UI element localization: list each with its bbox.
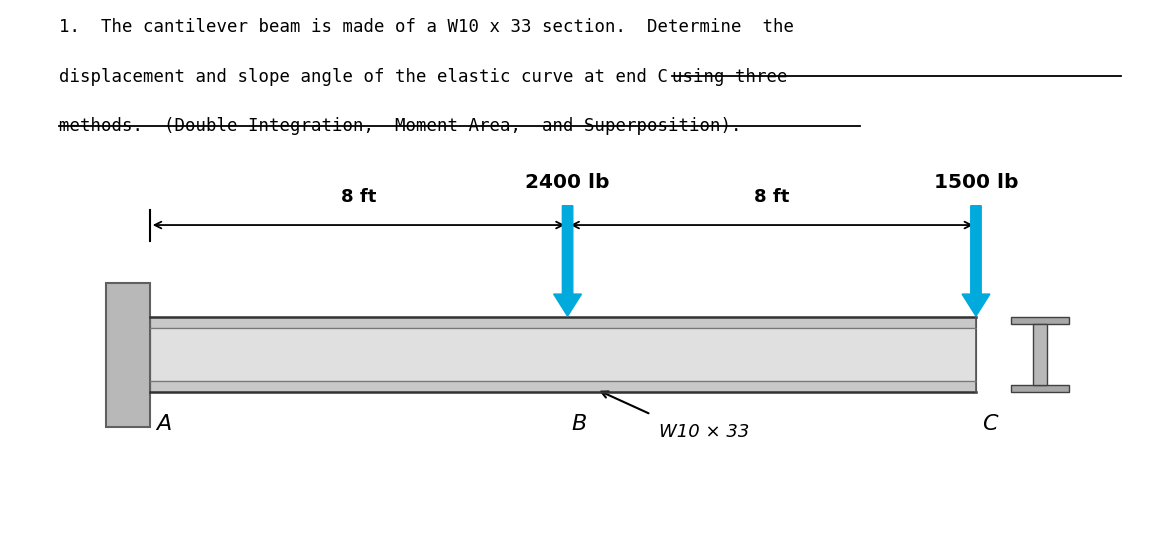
Text: methods.  (Double Integration,  Moment Area,  and Superposition).: methods. (Double Integration, Moment Are… <box>59 117 742 135</box>
Bar <box>1011 385 1069 392</box>
FancyArrow shape <box>554 206 582 316</box>
Text: displacement and slope angle of the elastic curve at end C: displacement and slope angle of the elas… <box>59 68 679 85</box>
Text: 8 ft: 8 ft <box>754 188 790 206</box>
Bar <box>150 317 976 329</box>
Bar <box>150 329 976 381</box>
FancyArrow shape <box>962 206 990 316</box>
Text: A: A <box>156 415 171 435</box>
Bar <box>106 283 150 427</box>
Text: 1.  The cantilever beam is made of a W10 x 33 section.  Determine  the: 1. The cantilever beam is made of a W10 … <box>59 18 794 36</box>
Text: B: B <box>571 415 586 435</box>
Text: using three: using three <box>672 68 787 85</box>
Text: C: C <box>982 415 998 435</box>
Bar <box>1033 325 1047 385</box>
Bar <box>150 381 976 392</box>
Text: 2400 lb: 2400 lb <box>526 173 609 192</box>
Text: W10 × 33: W10 × 33 <box>659 423 750 441</box>
Text: 8 ft: 8 ft <box>341 188 377 206</box>
Bar <box>1011 317 1069 325</box>
Text: 1500 lb: 1500 lb <box>934 173 1019 192</box>
